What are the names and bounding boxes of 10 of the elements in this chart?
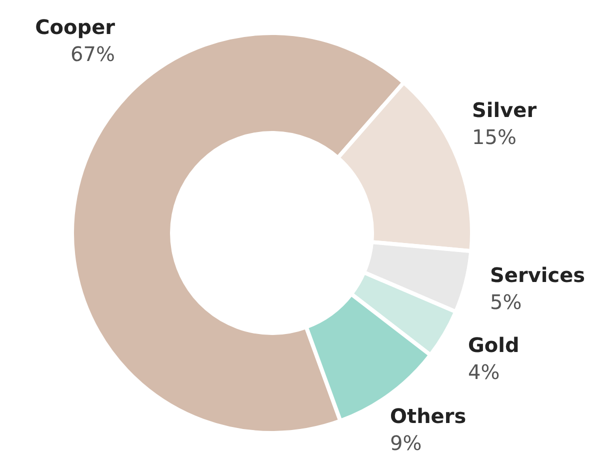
slice-label: Silver <box>472 98 537 122</box>
data-label: 9% <box>390 431 422 455</box>
data-label: 4% <box>468 360 500 384</box>
slice-label: Others <box>390 404 466 428</box>
slice-label: Gold <box>468 333 520 357</box>
slice-label: Cooper <box>35 15 116 39</box>
data-label: 67% <box>70 42 115 66</box>
slice-label: Services <box>490 263 586 287</box>
data-label: 5% <box>490 290 522 314</box>
data-label: 15% <box>472 125 516 149</box>
